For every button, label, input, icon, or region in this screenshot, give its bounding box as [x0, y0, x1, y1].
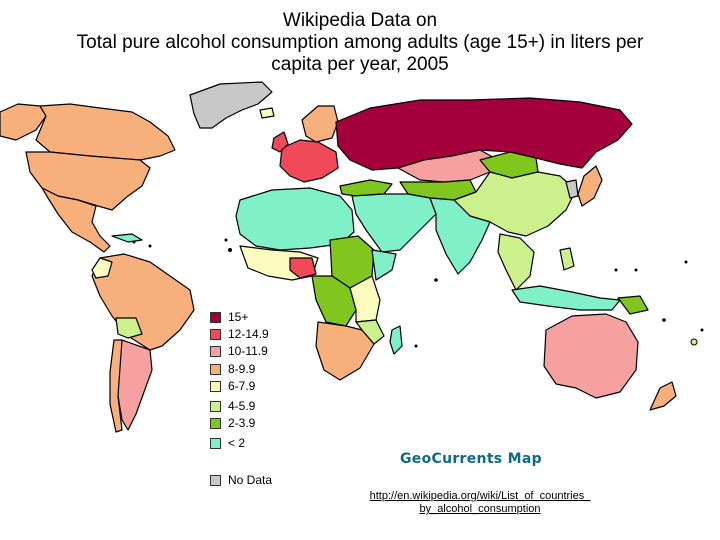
legend-row: 2-3.9 — [210, 416, 310, 432]
western-europe-region — [279, 139, 339, 183]
korea-region — [565, 179, 579, 199]
canada-region — [35, 103, 176, 161]
new-zealand-region — [649, 381, 677, 411]
legend-swatch — [210, 329, 221, 340]
horn-of-africa-region — [371, 249, 397, 281]
central-africa-region — [311, 275, 357, 327]
australia-region — [543, 313, 639, 399]
legend-swatch — [210, 418, 221, 429]
map-title-line-2: Total pure alcohol consumption among adu… — [76, 32, 644, 53]
legend-label: 10-11.9 — [228, 344, 268, 358]
colombia-region — [91, 257, 113, 279]
russia-region — [335, 97, 633, 171]
greenland-region — [189, 81, 273, 129]
indonesia-region — [511, 285, 621, 311]
source-link-line-1[interactable]: http://en.wikipedia.org/wiki/List_of_cou… — [369, 490, 591, 502]
legend-row: 15+ — [210, 310, 310, 326]
scandinavia-region — [301, 105, 339, 143]
philippines-region — [559, 247, 575, 271]
iceland-region — [259, 107, 275, 119]
japan-region — [577, 165, 603, 207]
usa-region — [25, 151, 151, 211]
legend-swatch — [210, 381, 221, 392]
legend-label: 15+ — [228, 310, 249, 324]
source-link-line-2[interactable]: by_alcohol_consumption — [419, 503, 541, 515]
legend-row: 8-9.9 — [210, 362, 310, 378]
southeast-asia-region — [497, 233, 535, 291]
map-title-line-1: Wikipedia Data on — [282, 10, 438, 31]
legend-label: < 2 — [228, 436, 246, 450]
madagascar-region — [389, 325, 403, 355]
southern-africa-region — [315, 321, 375, 381]
bolivia-region — [115, 317, 143, 339]
legend-swatch — [210, 438, 221, 449]
uk-region — [271, 131, 289, 153]
legend-label: 2-3.9 — [228, 416, 256, 430]
south-asia-region — [429, 197, 491, 275]
legend-swatch — [210, 364, 221, 375]
legend-row: < 2 — [210, 436, 310, 452]
map-title-line-3: capita per year, 2005 — [271, 54, 449, 75]
legend-row-no-data: No Data — [210, 473, 310, 489]
legend-row: 12-14.9 — [210, 327, 310, 343]
png-region — [617, 295, 649, 315]
brand-logo-text: GeoCurrents Map — [400, 451, 542, 467]
legend-row: 4-5.9 — [210, 399, 310, 415]
alaska-region — [0, 103, 47, 141]
legend-row: 6-7.9 — [210, 379, 310, 395]
legend-swatch — [210, 475, 221, 486]
mozambique-region — [355, 319, 385, 345]
legend-label: No Data — [228, 473, 273, 487]
legend-label: 12-14.9 — [228, 327, 269, 341]
south-america-region — [91, 253, 195, 351]
legend-swatch — [210, 401, 221, 412]
mexico-region — [41, 187, 111, 253]
middle-east-region — [351, 193, 437, 253]
nigeria-region — [289, 257, 317, 279]
legend-swatch — [210, 312, 221, 323]
legend-label: 8-9.9 — [228, 362, 256, 376]
legend-label: 4-5.9 — [228, 399, 256, 413]
chile-region — [109, 339, 123, 433]
legend-swatch — [210, 346, 221, 357]
legend-row: 10-11.9 — [210, 344, 310, 360]
caribbean-region — [111, 233, 143, 243]
legend-label: 6-7.9 — [228, 379, 256, 393]
